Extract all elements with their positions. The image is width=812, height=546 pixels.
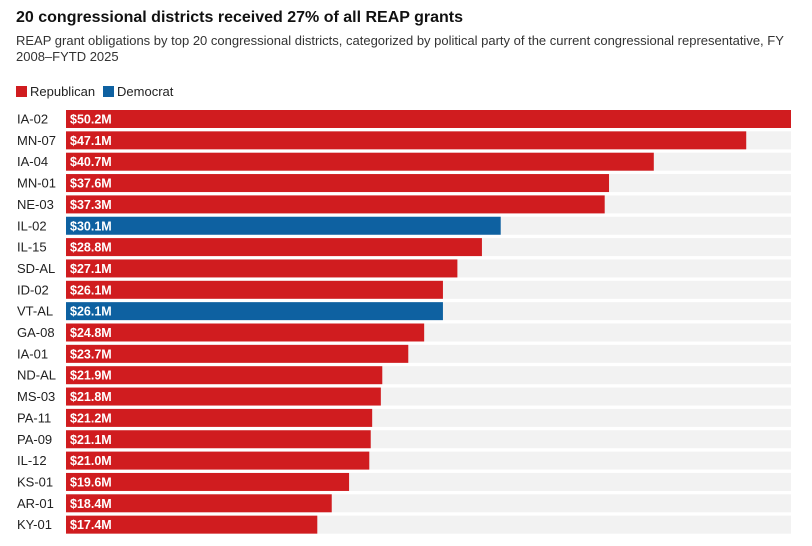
value-label: $26.1M — [70, 305, 112, 319]
legend-swatch-democrat — [103, 86, 115, 97]
legend-item-democrat: Democrat — [103, 84, 173, 99]
bar-pa-11 — [66, 408, 373, 427]
bar-il-12 — [66, 451, 370, 470]
value-label: $24.8M — [70, 326, 112, 340]
category-label: GA-08 — [17, 325, 55, 340]
bar-vt-al — [66, 302, 443, 321]
bar-il-15 — [66, 238, 482, 257]
category-label: MN-07 — [17, 133, 56, 148]
bar-ia-02 — [66, 110, 791, 128]
category-label: IA-01 — [17, 346, 48, 361]
chart-subtitle: REAP grant obligations by top 20 congres… — [16, 33, 784, 64]
category-label: ND-AL — [17, 368, 56, 383]
chart-title: 20 congressional districts received 27% … — [16, 9, 463, 26]
value-label: $21.8M — [70, 390, 112, 404]
category-label: IA-02 — [17, 112, 48, 127]
bar-ar-01 — [66, 494, 332, 513]
value-label: $23.7M — [70, 347, 112, 361]
value-label: $50.2M — [70, 113, 112, 127]
category-label: SD-AL — [17, 261, 55, 276]
value-label: $17.4M — [70, 518, 112, 532]
category-label: PA-11 — [17, 410, 51, 425]
category-label: ID-02 — [17, 282, 49, 297]
value-label: $37.3M — [70, 198, 112, 212]
value-label: $21.0M — [70, 454, 112, 468]
legend-swatch-republican — [16, 86, 27, 97]
value-label: $21.1M — [70, 433, 112, 447]
value-label: $47.1M — [70, 134, 112, 148]
value-label: $37.6M — [70, 177, 112, 191]
bar-nd-al — [66, 366, 383, 385]
category-label: VT-AL — [17, 304, 53, 319]
bar-ne-03 — [66, 195, 605, 214]
value-label: $26.1M — [70, 283, 112, 297]
category-label: KS-01 — [17, 474, 53, 489]
bar-sd-al — [66, 259, 458, 278]
bar-pa-09 — [66, 430, 371, 449]
bar-ky-01 — [66, 515, 318, 534]
category-label: IL-02 — [17, 218, 47, 233]
category-label: MS-03 — [17, 389, 55, 404]
chart-legend: Republican Democrat — [16, 84, 181, 99]
value-label: $21.9M — [70, 369, 112, 383]
value-label: $21.2M — [70, 411, 112, 425]
value-label: $19.6M — [70, 475, 112, 489]
value-label: $18.4M — [70, 497, 112, 511]
category-label: AR-01 — [17, 496, 54, 511]
category-label: MN-01 — [17, 176, 56, 191]
bar-ia-04 — [66, 152, 654, 171]
legend-item-republican: Republican — [16, 84, 95, 99]
value-label: $27.1M — [70, 262, 112, 276]
bar-il-02 — [66, 216, 501, 235]
legend-label-republican: Republican — [30, 84, 96, 99]
legend-label-democrat: Democrat — [117, 84, 174, 99]
value-label: $28.8M — [70, 241, 112, 255]
bar-mn-07 — [66, 131, 747, 150]
bar-ia-01 — [66, 344, 409, 363]
category-label: IA-04 — [17, 154, 48, 169]
category-label: KY-01 — [17, 517, 52, 532]
bar-mn-01 — [66, 174, 610, 193]
category-label: IL-15 — [17, 240, 47, 255]
category-label: NE-03 — [17, 197, 54, 212]
bar-ks-01 — [66, 472, 350, 491]
bar-ms-03 — [66, 387, 381, 406]
bar-id-02 — [66, 280, 443, 299]
category-label: IL-12 — [17, 453, 47, 468]
value-label: $40.7M — [70, 155, 112, 169]
category-label: PA-09 — [17, 432, 52, 447]
bar-ga-08 — [66, 323, 425, 342]
value-label: $30.1M — [70, 219, 112, 233]
